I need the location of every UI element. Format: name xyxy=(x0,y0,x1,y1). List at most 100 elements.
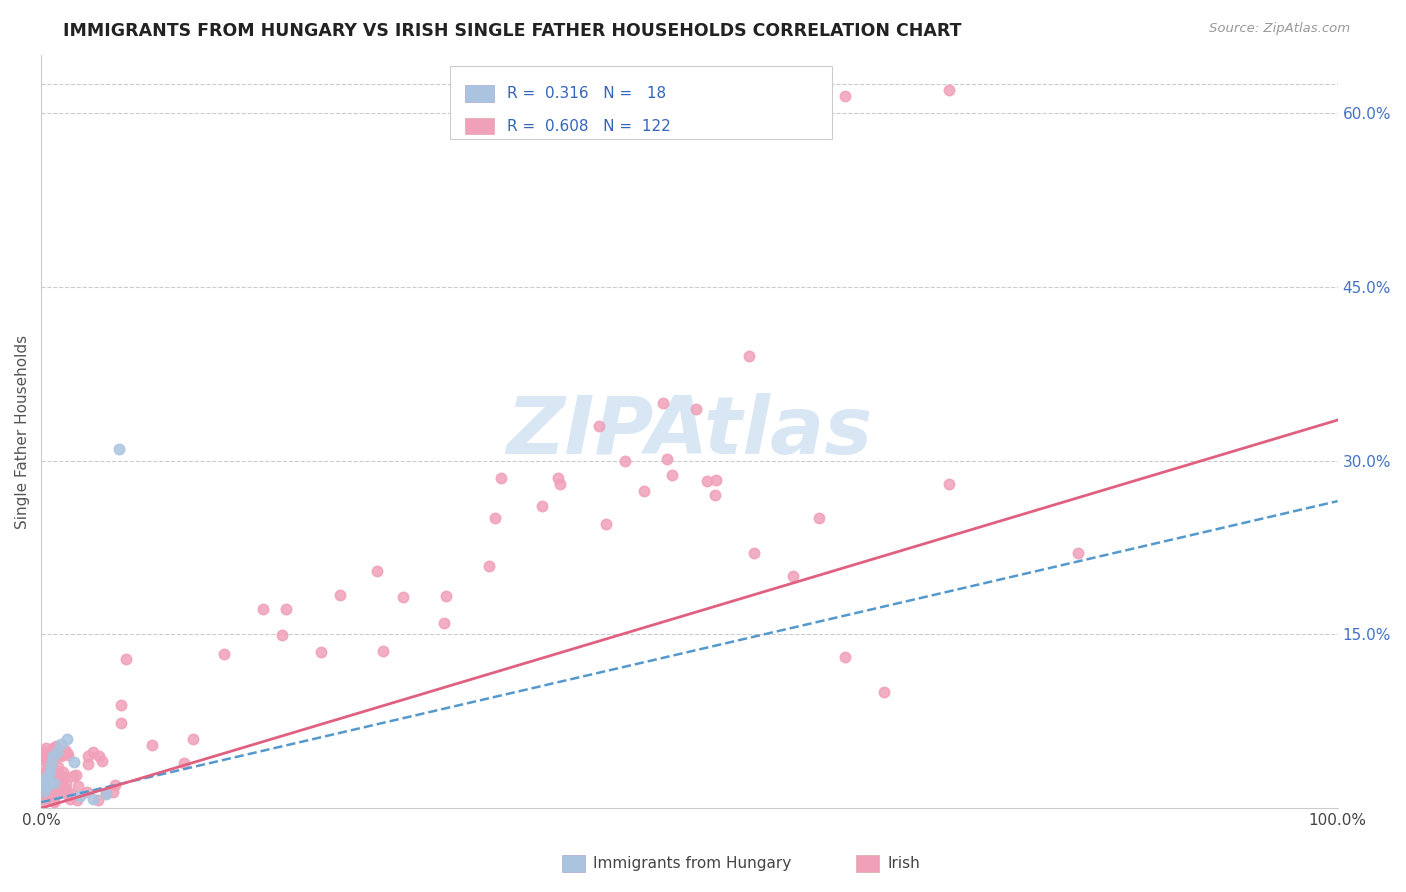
Point xyxy=(42,748,65,763)
Point xyxy=(212,648,235,662)
Point xyxy=(530,499,553,513)
Point xyxy=(685,401,707,416)
Point xyxy=(34,772,56,786)
Point xyxy=(55,782,77,797)
Point xyxy=(94,787,117,801)
Point xyxy=(56,731,79,746)
Point xyxy=(271,628,294,642)
Point xyxy=(329,588,352,602)
Point xyxy=(44,739,66,753)
Point xyxy=(49,749,72,764)
Point xyxy=(38,775,60,789)
Point xyxy=(834,88,856,103)
Point xyxy=(547,471,569,485)
Point xyxy=(32,791,55,805)
Point xyxy=(274,602,297,616)
Point xyxy=(434,589,457,603)
Point xyxy=(37,769,59,783)
Point xyxy=(42,788,65,802)
Point xyxy=(39,771,62,785)
Point xyxy=(31,767,53,781)
Point xyxy=(39,750,62,764)
Point xyxy=(41,780,63,794)
Point xyxy=(62,769,84,783)
Point xyxy=(82,745,104,759)
Point xyxy=(37,764,59,778)
Point xyxy=(58,792,80,806)
Point xyxy=(478,558,501,573)
Point xyxy=(782,569,804,583)
Point xyxy=(35,780,58,795)
Point xyxy=(52,771,75,785)
Point xyxy=(141,738,163,752)
Point xyxy=(34,753,56,767)
Text: Irish: Irish xyxy=(887,856,920,871)
Point xyxy=(938,83,960,97)
Point xyxy=(44,747,66,762)
Point xyxy=(62,755,84,769)
Point xyxy=(96,786,118,800)
Point xyxy=(595,516,617,531)
Point xyxy=(42,775,65,789)
Point xyxy=(42,740,65,755)
Point xyxy=(45,787,67,801)
Point xyxy=(742,546,765,560)
Point xyxy=(55,776,77,790)
Point xyxy=(392,590,415,604)
Point xyxy=(31,785,53,799)
Point xyxy=(39,757,62,772)
Point xyxy=(366,564,388,578)
Point xyxy=(42,791,65,805)
Point xyxy=(48,768,70,782)
FancyBboxPatch shape xyxy=(450,66,832,139)
Point xyxy=(45,784,67,798)
Point xyxy=(31,785,53,799)
Point xyxy=(252,602,274,616)
Point xyxy=(56,787,79,801)
Point xyxy=(44,749,66,764)
Point xyxy=(35,764,58,778)
Point xyxy=(76,785,98,799)
Text: Immigrants from Hungary: Immigrants from Hungary xyxy=(593,856,792,871)
Point xyxy=(49,737,72,751)
FancyBboxPatch shape xyxy=(465,86,494,102)
Point xyxy=(633,483,655,498)
Point xyxy=(696,474,718,488)
Point xyxy=(31,744,53,758)
Point xyxy=(31,769,53,783)
FancyBboxPatch shape xyxy=(465,118,494,135)
Point xyxy=(35,740,58,755)
Text: IMMIGRANTS FROM HUNGARY VS IRISH SINGLE FATHER HOUSEHOLDS CORRELATION CHART: IMMIGRANTS FROM HUNGARY VS IRISH SINGLE … xyxy=(63,22,962,40)
Point xyxy=(42,793,65,807)
Point xyxy=(59,788,82,802)
Point xyxy=(834,650,856,665)
Point xyxy=(56,748,79,763)
Point xyxy=(41,793,63,807)
Point xyxy=(173,756,195,771)
Point xyxy=(657,452,679,467)
Y-axis label: Single Father Households: Single Father Households xyxy=(15,334,30,529)
Point xyxy=(44,771,66,785)
Point xyxy=(51,781,73,796)
Point xyxy=(48,748,70,763)
Point xyxy=(35,754,58,768)
Point xyxy=(66,779,89,793)
Point xyxy=(1067,546,1090,560)
Point xyxy=(41,764,63,779)
Point xyxy=(44,774,66,789)
Point xyxy=(45,746,67,760)
Point xyxy=(37,774,59,789)
Point xyxy=(56,746,79,760)
Point xyxy=(90,754,112,768)
Point xyxy=(101,784,124,798)
Point xyxy=(808,511,831,525)
Point xyxy=(652,395,675,409)
Point xyxy=(181,732,204,747)
Point xyxy=(53,742,76,756)
Point xyxy=(46,760,69,774)
Point xyxy=(738,350,761,364)
Point xyxy=(37,750,59,764)
Point xyxy=(32,795,55,809)
Point xyxy=(76,757,98,772)
Point xyxy=(82,792,104,806)
